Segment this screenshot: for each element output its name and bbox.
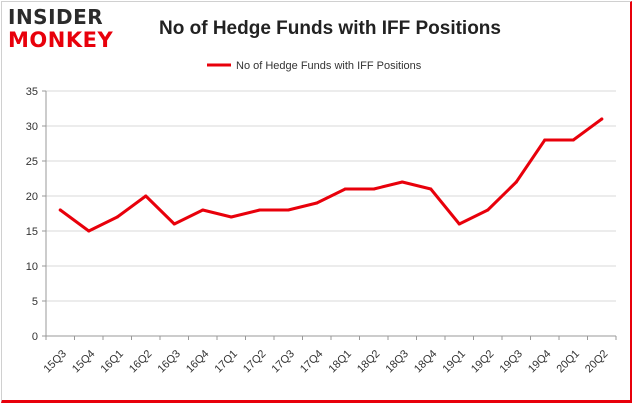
- data-point: [429, 187, 433, 191]
- x-tick-label: 17Q3: [269, 348, 297, 376]
- x-tick-label: 20Q2: [583, 348, 611, 376]
- data-point: [571, 138, 575, 142]
- x-tick-label: 16Q4: [184, 348, 212, 376]
- data-point: [600, 117, 604, 121]
- data-point: [315, 201, 319, 205]
- x-tick-label: 16Q1: [98, 348, 126, 376]
- x-tick-label: 19Q4: [526, 348, 554, 376]
- data-point: [144, 194, 148, 198]
- x-tick-label: 19Q1: [440, 348, 468, 376]
- x-tick-label: 18Q1: [326, 348, 354, 376]
- data-point: [286, 208, 290, 212]
- data-point: [372, 187, 376, 191]
- y-tick-label: 5: [32, 296, 38, 308]
- x-tick-label: 18Q3: [383, 348, 411, 376]
- logo-line-monkey: MONKEY: [8, 28, 114, 52]
- y-tick-label: 0: [32, 331, 38, 343]
- x-tick-label: 19Q2: [469, 348, 497, 376]
- data-point: [400, 180, 404, 184]
- data-point: [543, 138, 547, 142]
- y-tick-label: 20: [26, 191, 38, 203]
- x-tick-label: 15Q4: [70, 348, 98, 376]
- x-tick-label: 16Q3: [155, 348, 183, 376]
- data-point: [58, 208, 62, 212]
- data-point: [258, 208, 262, 212]
- y-tick-label: 25: [26, 156, 38, 168]
- y-tick-label: 15: [26, 226, 38, 238]
- legend: No of Hedge Funds with IFF Positions: [207, 60, 422, 72]
- x-tick-label: 17Q1: [212, 348, 240, 376]
- x-tick-label: 18Q4: [412, 348, 440, 376]
- data-point: [201, 208, 205, 212]
- insider-monkey-logo: INSIDER MONKEY: [8, 6, 118, 54]
- x-tick-label: 16Q2: [127, 348, 155, 376]
- series-line: [58, 117, 604, 233]
- data-point: [514, 180, 518, 184]
- data-point: [343, 187, 347, 191]
- legend-label: No of Hedge Funds with IFF Positions: [236, 60, 422, 72]
- data-point: [87, 229, 91, 233]
- x-tick-label: 20Q1: [554, 348, 582, 376]
- x-tick-label: 17Q2: [241, 348, 269, 376]
- data-point: [486, 208, 490, 212]
- y-tick-label: 35: [26, 86, 38, 98]
- data-point: [172, 222, 176, 226]
- x-tick-label: 19Q3: [497, 348, 525, 376]
- y-tick-label: 30: [26, 121, 38, 133]
- x-tick-label: 18Q2: [355, 348, 383, 376]
- chart-title: No of Hedge Funds with IFF Positions: [159, 18, 501, 39]
- data-point: [229, 215, 233, 219]
- logo-line-insider: INSIDER: [8, 5, 104, 29]
- data-point: [457, 222, 461, 226]
- y-tick-label: 10: [26, 261, 38, 273]
- x-tick-label: 15Q3: [41, 348, 69, 376]
- data-point: [115, 215, 119, 219]
- x-tick-label: 17Q4: [298, 348, 326, 376]
